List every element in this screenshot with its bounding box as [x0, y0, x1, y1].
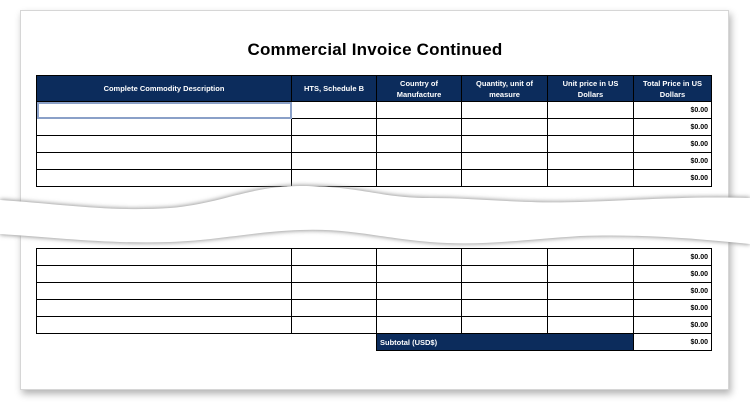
table-row: $0.00 [36, 282, 712, 300]
cell-total-price[interactable]: $0.00 [633, 316, 712, 334]
table-row: $0.00 [36, 316, 712, 334]
cell-unit-price[interactable] [547, 135, 634, 153]
table-row: $0.00 [36, 265, 712, 283]
cell-country[interactable] [376, 282, 462, 300]
cell-hts[interactable] [291, 101, 377, 119]
cell-total-price[interactable]: $0.00 [633, 282, 712, 300]
cell-unit-price[interactable] [547, 299, 634, 317]
cell-total-price[interactable]: $0.00 [633, 265, 712, 283]
subtotal-label: Subtotal (USD$) [376, 333, 634, 351]
cell-quantity[interactable] [461, 282, 548, 300]
page-title: Commercial Invoice Continued [247, 40, 503, 59]
cell-total-price[interactable]: $0.00 [633, 299, 712, 317]
table-row: $0.00 [36, 169, 712, 187]
cell-description[interactable] [36, 282, 292, 300]
invoice-table-bottom: $0.00 $0.00 $0.00 $0.00 $0.00 Subtotal (USD$… [36, 248, 712, 351]
column-header-description[interactable]: Complete Commodity Description [36, 75, 292, 102]
cell-total-price[interactable]: $0.00 [633, 169, 712, 187]
cell-quantity[interactable] [461, 135, 548, 153]
column-header-country[interactable]: Country of Manufacture [376, 75, 462, 102]
cell-unit-price[interactable] [547, 316, 634, 334]
cell-hts[interactable] [291, 248, 377, 266]
subtotal-spacer [292, 334, 377, 351]
cell-hts[interactable] [291, 135, 377, 153]
cell-quantity[interactable] [461, 101, 548, 119]
cell-total-price[interactable]: $0.00 [633, 135, 712, 153]
cell-description[interactable] [36, 135, 292, 153]
column-header-total-price[interactable]: Total Price in US Dollars [633, 75, 712, 102]
table-row: $0.00 [36, 118, 712, 136]
header-row: Complete Commodity Description HTS, Sche… [36, 75, 712, 102]
cell-description[interactable] [36, 299, 292, 317]
column-header-hts[interactable]: HTS, Schedule B [291, 75, 377, 102]
cell-description[interactable] [36, 265, 292, 283]
cell-country[interactable] [376, 248, 462, 266]
subtotal-spacer [37, 334, 292, 351]
cell-quantity[interactable] [461, 299, 548, 317]
cell-country[interactable] [376, 265, 462, 283]
cell-country[interactable] [376, 299, 462, 317]
cell-unit-price[interactable] [547, 248, 634, 266]
cell-hts[interactable] [291, 265, 377, 283]
cell-total-price[interactable]: $0.00 [633, 248, 712, 266]
cell-hts[interactable] [291, 299, 377, 317]
table-row: $0.00 [36, 135, 712, 153]
cell-unit-price[interactable] [547, 282, 634, 300]
table-row: $0.00 [36, 101, 712, 119]
table-row: $0.00 [36, 248, 712, 266]
cell-country[interactable] [376, 118, 462, 136]
cell-quantity[interactable] [461, 118, 548, 136]
cell-hts[interactable] [291, 118, 377, 136]
subtotal-row: Subtotal (USD$) $0.00 [37, 333, 712, 351]
cell-description[interactable] [36, 248, 292, 266]
cell-unit-price[interactable] [547, 265, 634, 283]
table-row: $0.00 [36, 299, 712, 317]
torn-page-divider [0, 185, 750, 245]
invoice-table-top: Complete Commodity Description HTS, Sche… [36, 75, 712, 187]
cell-description[interactable] [36, 118, 292, 136]
cell-hts[interactable] [291, 316, 377, 334]
cell-quantity[interactable] [461, 248, 548, 266]
column-header-quantity[interactable]: Quantity, unit of measure [461, 75, 548, 102]
cell-description[interactable] [36, 101, 292, 119]
cell-quantity[interactable] [461, 265, 548, 283]
cell-country[interactable] [376, 316, 462, 334]
cell-description[interactable] [36, 316, 292, 334]
cell-country[interactable] [376, 135, 462, 153]
subtotal-value[interactable]: $0.00 [633, 333, 712, 351]
column-header-unit-price[interactable]: Unit price in US Dollars [547, 75, 634, 102]
cell-unit-price[interactable] [547, 118, 634, 136]
cell-unit-price[interactable] [547, 101, 634, 119]
cell-hts[interactable] [291, 282, 377, 300]
cell-total-price[interactable]: $0.00 [633, 101, 712, 119]
cell-quantity[interactable] [461, 316, 548, 334]
cell-total-price[interactable]: $0.00 [633, 118, 712, 136]
cell-country[interactable] [376, 101, 462, 119]
